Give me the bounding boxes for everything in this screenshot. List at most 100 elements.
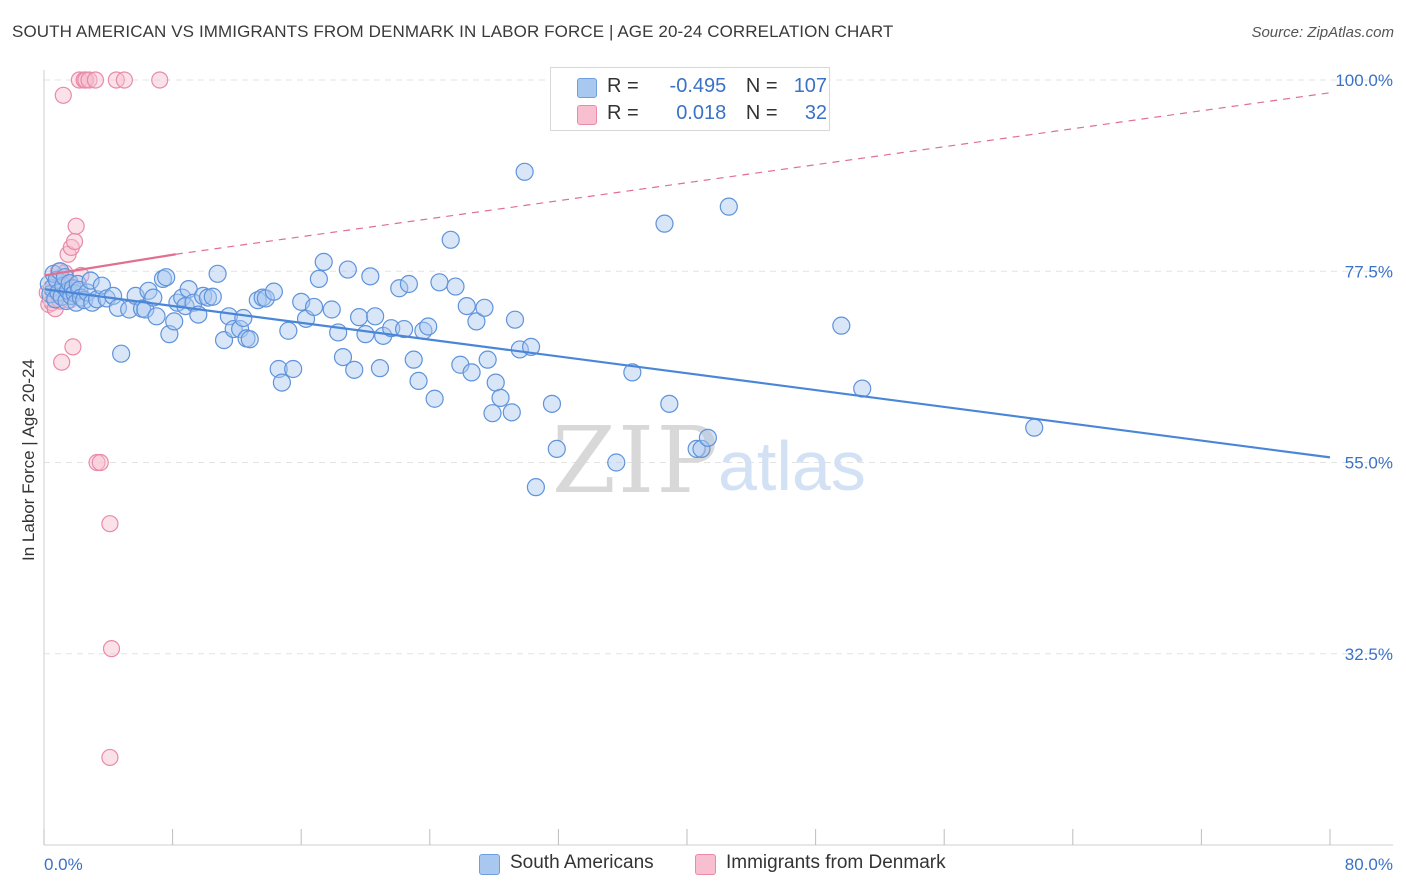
legend-r-label: R =: [607, 75, 639, 97]
south-american-point: [623, 363, 642, 382]
south-american-point: [153, 269, 173, 288]
south-american-point: [409, 371, 428, 390]
denmark-point: [115, 71, 133, 89]
south-american-point: [719, 197, 738, 216]
south-american-point: [419, 317, 438, 336]
south-american-point: [446, 277, 465, 296]
south-american-point: [404, 350, 423, 369]
denmark-point: [86, 71, 105, 89]
south-american-point: [366, 307, 385, 326]
bottom-legend-label: Immigrants from Denmark: [726, 852, 946, 873]
south-american-point: [314, 252, 333, 271]
y-tick-label: 100.0%: [1335, 71, 1393, 90]
legend-n-label: N =: [745, 102, 778, 124]
south-american-point: [660, 394, 679, 413]
south-american-point: [345, 360, 364, 379]
chart-source: Source: ZipAtlas.com: [1251, 24, 1394, 41]
south-american-point: [486, 373, 505, 392]
denmark-point: [64, 338, 82, 356]
legend-r-value: 0.018: [676, 102, 727, 124]
south-american-point: [349, 308, 369, 327]
south-american-point: [81, 271, 100, 290]
south-american-point: [333, 348, 353, 367]
south-american-point: [475, 298, 494, 317]
south-american-point: [390, 279, 409, 298]
south-american-point: [284, 359, 303, 379]
denmark-point: [91, 453, 109, 472]
y-axis-title: In Labor Force | Age 20-24: [19, 359, 38, 561]
denmark-point: [101, 515, 119, 533]
south-american-point: [698, 428, 717, 447]
south-american-point: [692, 439, 711, 458]
south-american-point: [240, 330, 259, 349]
watermark: ZIP atlas: [552, 407, 866, 514]
south-american-point: [203, 287, 222, 306]
south-american-point: [502, 403, 521, 422]
denmark-point: [67, 217, 85, 235]
south-american-point: [269, 359, 288, 379]
south-american-point: [655, 214, 674, 233]
south-american-point: [147, 307, 166, 326]
stats-legend: R = -0.495 N = 107 R = 0.018 N = 32: [550, 67, 830, 131]
south-american-point: [547, 439, 566, 458]
bottom-legend-swatch-pink: [695, 854, 716, 875]
axes: [43, 70, 1393, 846]
denmark-point: [102, 640, 121, 658]
south-american-point: [542, 394, 562, 413]
watermark-atlas: atlas: [718, 427, 866, 505]
denmark-point: [101, 748, 119, 767]
south-american-point: [361, 267, 380, 286]
denmark-point: [80, 71, 98, 89]
south-american-point: [234, 308, 253, 328]
south-american-point: [467, 312, 486, 331]
watermark-zip: ZIP: [552, 407, 720, 514]
legend-n-value: 32: [804, 102, 828, 124]
south-american-points: [39, 162, 1044, 497]
south-american-point: [1025, 418, 1044, 437]
tick-labels: 32.5% 55.0% 77.5% 100.0% 0.0% 80.0%: [44, 71, 1393, 874]
south-american-point: [184, 293, 203, 312]
y-tick-label: 55.0%: [1345, 454, 1393, 473]
south-american-point: [515, 162, 534, 181]
chart-title: SOUTH AMERICAN VS IMMIGRANTS FROM DENMAR…: [12, 22, 894, 41]
south-american-point: [491, 388, 510, 407]
denmark-point: [65, 232, 84, 251]
denmark-points: [38, 71, 169, 767]
bottom-legend-swatch-blue: [479, 854, 500, 875]
south-american-point: [526, 478, 545, 497]
south-american-point: [309, 269, 328, 288]
south-american-point: [264, 282, 283, 301]
south-american-point: [399, 274, 419, 294]
x-tick-label: 80.0%: [1345, 855, 1393, 874]
grid: [44, 79, 1393, 655]
south-american-point: [338, 260, 357, 279]
denmark-point: [151, 71, 169, 89]
legend-swatch-pink: [577, 105, 597, 125]
legend-swatch-blue: [577, 78, 597, 98]
legend-n-value: 107: [793, 75, 828, 97]
legend-r-label: R =: [607, 102, 639, 124]
south-american-point: [441, 230, 460, 249]
south-american-point: [83, 293, 102, 312]
south-american-point: [521, 337, 541, 356]
south-american-point: [687, 439, 706, 458]
south-american-point: [104, 286, 123, 305]
south-american-point: [425, 389, 444, 408]
south-american-point: [304, 297, 324, 317]
legend-r-value: -0.495: [669, 75, 727, 97]
denmark-point: [53, 353, 71, 371]
denmark-point: [54, 86, 72, 104]
south-american-point: [607, 453, 626, 472]
south-american-point: [322, 300, 341, 319]
south-american-point: [157, 268, 176, 287]
y-tick-label: 77.5%: [1345, 262, 1393, 281]
south-american-trend-line: [43, 288, 1331, 459]
south-american-point: [832, 316, 851, 335]
south-american-point: [112, 344, 131, 363]
south-american-point: [478, 350, 497, 369]
legend-n-label: N =: [745, 75, 778, 97]
south-american-point: [279, 321, 298, 340]
south-american-point: [382, 319, 401, 338]
south-american-point: [370, 359, 390, 378]
